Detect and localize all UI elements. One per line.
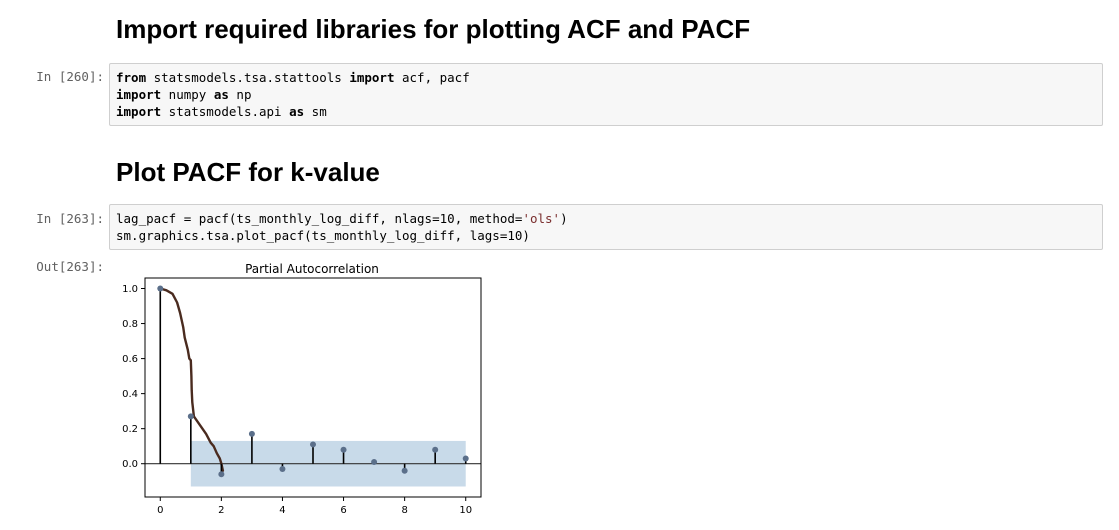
code-cell-pacf[interactable]: lag_pacf = pacf(ts_monthly_log_diff, nla…	[109, 204, 1103, 250]
code-keyword: import	[116, 104, 162, 119]
section-heading-import: Import required libraries for plotting A…	[116, 14, 751, 44]
code-line: from statsmodels.tsa.stattools import ac…	[116, 69, 1096, 86]
code-token: 'ols'	[522, 211, 561, 226]
code-token: =	[499, 228, 508, 243]
code-keyword: as	[213, 87, 229, 102]
pacf-chart: Partial Autocorrelation 0.0 0.2 0.4 0.6 0.8 1…	[122, 262, 482, 516]
code-token: =	[183, 211, 192, 226]
code-token: pacf(ts_monthly_log_diff, nlags	[191, 211, 433, 226]
code-keyword: import	[349, 70, 395, 85]
y-tick-label: 0.8	[122, 319, 138, 330]
plot-frame	[144, 277, 482, 498]
stem-marker-lag-7	[371, 458, 378, 465]
code-token: statsmodels.api	[161, 104, 290, 119]
y-tick-label: 0.0	[122, 459, 138, 470]
y-tick-label: 1.0	[122, 284, 138, 295]
x-tick-label: 2	[218, 505, 224, 516]
input-prompt-260: In [260]:	[36, 69, 104, 84]
y-tick-label: 0.2	[122, 424, 138, 435]
x-tick-label: 10	[459, 505, 472, 516]
code-line: import numpy as np	[116, 86, 1096, 103]
code-token: )	[560, 211, 568, 226]
stem-marker-lag-10	[462, 455, 469, 462]
code-token: sm.graphics.tsa.plot_pacf(ts_monthly_log…	[116, 228, 500, 243]
x-tick-label: 4	[279, 505, 285, 516]
chart-title: Partial Autocorrelation	[245, 262, 379, 276]
output-prompt-263: Out[263]:	[36, 259, 104, 274]
stem-marker-lag-0	[157, 285, 164, 292]
stem-marker-lag-3	[248, 430, 255, 437]
code-keyword: from	[116, 70, 147, 85]
code-token: sm	[304, 104, 327, 119]
code-token: 10	[439, 211, 455, 226]
code-token: numpy	[161, 87, 214, 102]
code-token: lag_pacf	[116, 211, 184, 226]
code-token: )	[522, 228, 530, 243]
stem-marker-lag-6	[340, 446, 347, 453]
code-keyword: as	[289, 104, 305, 119]
code-line: sm.graphics.tsa.plot_pacf(ts_monthly_log…	[116, 227, 1096, 244]
code-token: , method	[454, 211, 515, 226]
stem-marker-lag-2	[218, 471, 225, 478]
code-keyword: import	[116, 87, 162, 102]
code-token: np	[228, 87, 252, 102]
x-tick-label: 6	[340, 505, 346, 516]
code-cell-imports[interactable]: from statsmodels.tsa.stattools import ac…	[109, 63, 1103, 126]
input-prompt-263: In [263]:	[36, 211, 104, 226]
y-tick-label: 0.6	[122, 354, 138, 365]
y-tick-label: 0.4	[122, 389, 138, 400]
stem-marker-lag-9	[432, 446, 439, 453]
x-tick-label: 0	[157, 505, 163, 516]
code-token: acf, pacf	[394, 70, 470, 85]
x-tick-label: 8	[401, 505, 407, 516]
code-token: statsmodels.tsa.stattools	[146, 70, 350, 85]
code-token: =	[432, 211, 440, 226]
code-line: lag_pacf = pacf(ts_monthly_log_diff, nla…	[116, 210, 1096, 227]
code-token: 10	[507, 228, 523, 243]
stem-marker-lag-5	[310, 441, 316, 448]
stem-marker-lag-1	[187, 413, 194, 420]
section-heading-plot: Plot PACF for k-value	[116, 157, 380, 187]
code-token: =	[514, 211, 523, 226]
stem-marker-lag-4	[279, 465, 286, 472]
code-line: import statsmodels.api as sm	[116, 103, 1096, 120]
stem-marker-lag-8	[401, 467, 408, 474]
overlay-curve	[159, 287, 225, 472]
